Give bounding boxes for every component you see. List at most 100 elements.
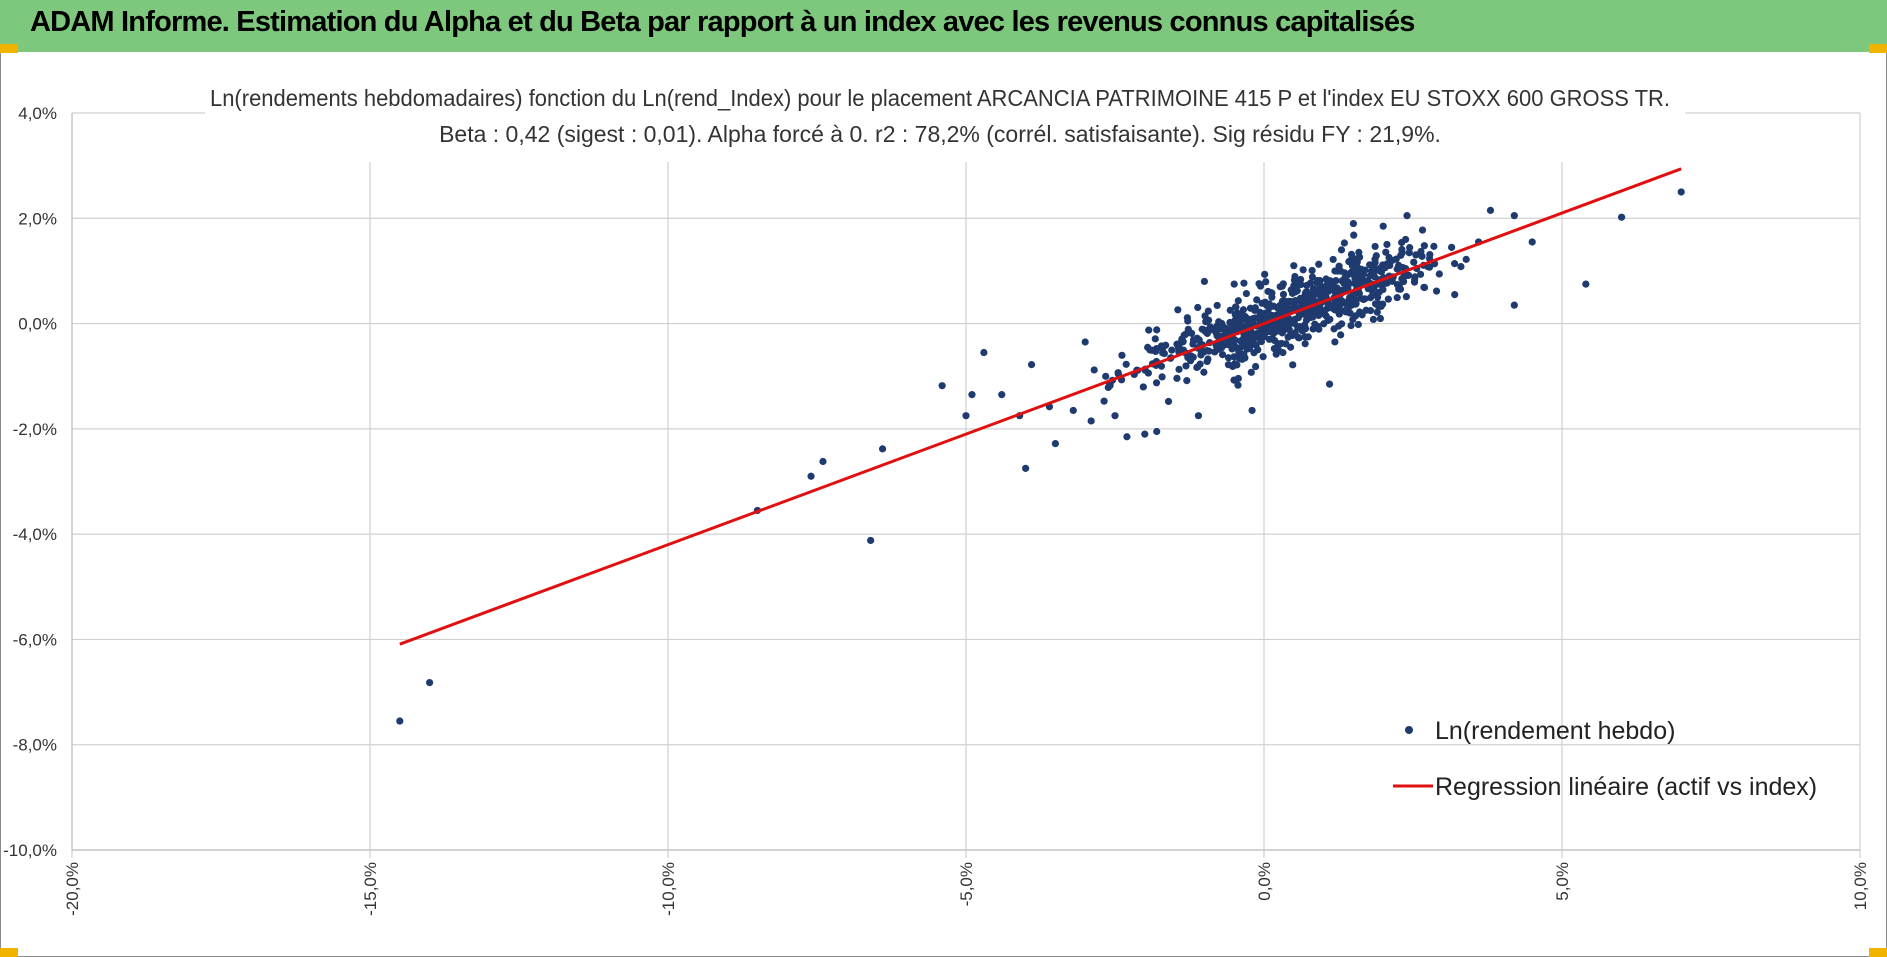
data-point	[1410, 258, 1418, 266]
data-point	[1353, 279, 1361, 287]
data-point	[1157, 362, 1166, 370]
data-point	[1316, 308, 1325, 316]
corner-marker-top-left	[0, 44, 18, 53]
data-point	[1237, 343, 1245, 351]
data-point	[1204, 316, 1213, 324]
data-point	[1247, 368, 1255, 376]
data-point	[1230, 376, 1238, 384]
data-point	[1241, 336, 1249, 344]
data-point	[1184, 325, 1192, 333]
report-banner: ADAM Informe. Estimation du Alpha et du …	[0, 0, 1887, 52]
data-point	[1355, 253, 1364, 261]
data-point	[1335, 286, 1343, 294]
data-point	[1232, 303, 1240, 311]
data-point	[1297, 296, 1305, 304]
data-point	[1291, 272, 1299, 281]
data-point	[1257, 337, 1266, 346]
data-point	[1420, 242, 1428, 250]
data-point	[1410, 278, 1419, 286]
data-point	[1412, 251, 1420, 259]
data-point	[1081, 338, 1089, 346]
data-point	[1295, 334, 1303, 342]
data-point	[1242, 289, 1250, 298]
data-point	[1290, 297, 1299, 305]
data-point	[1184, 317, 1192, 325]
y-tick-label: 0,0%	[18, 315, 57, 334]
data-point	[1351, 312, 1360, 320]
y-tick-label: 4,0%	[18, 104, 57, 123]
y-tick-label: -6,0%	[13, 630, 57, 649]
data-point	[1196, 360, 1204, 368]
data-point	[1189, 340, 1197, 348]
data-point	[1677, 188, 1685, 196]
data-point	[1309, 294, 1317, 303]
data-point	[1282, 319, 1290, 328]
data-point	[1362, 306, 1370, 314]
data-point	[1385, 253, 1393, 262]
data-point	[1450, 260, 1459, 268]
data-point	[1102, 372, 1110, 380]
data-point	[1174, 306, 1182, 314]
data-point	[1329, 255, 1337, 264]
data-point	[1182, 362, 1190, 370]
data-point	[1331, 338, 1339, 346]
data-point	[1259, 353, 1267, 361]
data-point	[1239, 306, 1248, 314]
data-point	[1087, 417, 1095, 425]
data-point	[1230, 280, 1238, 288]
data-point	[1359, 295, 1368, 304]
data-point	[962, 412, 970, 420]
corner-marker-bottom-right	[1869, 948, 1887, 957]
data-point	[1350, 231, 1358, 239]
data-point	[1200, 368, 1208, 376]
data-point	[1400, 277, 1408, 286]
data-point	[1289, 361, 1297, 369]
axes: 4,0% 2,0% 0,0% -2,0% -4,0% -6,0% -8,0% -10,0% -2…	[3, 104, 1870, 916]
data-point	[1278, 282, 1286, 290]
data-point	[1340, 278, 1348, 286]
data-point	[938, 382, 946, 390]
data-point	[1324, 316, 1332, 325]
data-point	[1226, 318, 1234, 327]
data-point	[1152, 347, 1160, 356]
data-point	[1235, 311, 1243, 319]
data-point	[1286, 306, 1295, 314]
data-point	[396, 717, 404, 725]
data-point	[1203, 329, 1211, 338]
data-point	[1226, 306, 1234, 314]
data-point	[1286, 343, 1295, 351]
data-point	[1230, 336, 1239, 344]
chart-title-background	[205, 82, 1685, 162]
x-tick-label: -15,0%	[361, 862, 380, 916]
data-point	[1261, 270, 1269, 278]
data-point	[1258, 299, 1266, 307]
data-point	[1315, 260, 1323, 268]
x-tick-label: -10,0%	[659, 862, 678, 916]
data-point	[1204, 307, 1212, 315]
data-point	[1213, 301, 1221, 310]
data-point	[1337, 246, 1346, 254]
data-point	[1211, 348, 1219, 356]
data-point	[878, 445, 887, 453]
grid-lines	[71, 112, 1861, 858]
data-point	[1111, 412, 1119, 420]
data-point	[1218, 351, 1227, 359]
data-point	[1224, 354, 1233, 362]
data-point	[1248, 406, 1256, 415]
data-point	[1372, 266, 1380, 275]
data-point	[1168, 346, 1176, 354]
data-point	[1335, 322, 1343, 330]
data-point	[819, 457, 827, 466]
data-point	[1238, 355, 1246, 363]
data-point	[1528, 238, 1536, 246]
data-point	[1405, 249, 1413, 257]
data-point	[1371, 242, 1379, 251]
data-point	[1308, 266, 1316, 275]
data-points	[396, 188, 1685, 725]
data-point	[1402, 293, 1410, 301]
data-point	[1173, 340, 1181, 348]
data-point	[1179, 338, 1187, 346]
data-point	[1277, 339, 1285, 348]
data-point	[1379, 222, 1387, 230]
data-point	[1426, 250, 1434, 259]
